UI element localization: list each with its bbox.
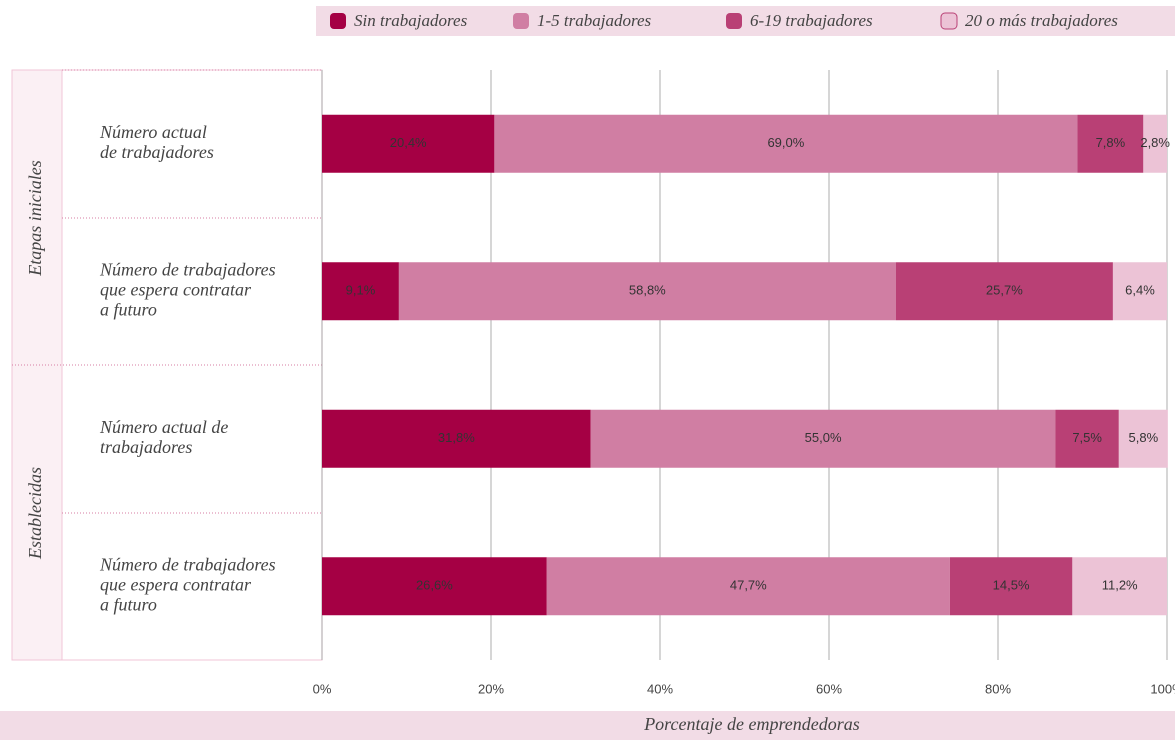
value-label: 20,4% [390,135,427,150]
y-tick-label: Número actual de trabajadores [99,417,228,457]
group-label: Establecidas [25,467,45,560]
value-label: 25,7% [986,283,1023,298]
bar-segment [322,262,399,321]
bar-segment [590,409,1056,468]
legend-label: 20 o más trabajadores [965,11,1118,30]
x-tick-label: 40% [647,681,673,696]
legend-swatch [513,13,529,29]
value-label: 11,2% [1102,578,1138,593]
legend-swatch [330,13,346,29]
bar-segment [949,557,1073,616]
bar-segment [322,409,591,468]
legend-label: Sin trabajadores [354,11,468,30]
bar-segment [322,557,547,616]
x-label-band [0,711,1175,740]
value-label: 69,0% [767,135,804,150]
bar-segment [546,557,950,616]
bar-segment [895,262,1113,321]
value-label: 47,7% [730,578,767,593]
x-tick-label: 100% [1150,681,1175,696]
bar-segment [1055,409,1119,468]
value-label: 2,8% [1140,135,1170,150]
bar-segment [1118,409,1168,468]
x-tick-label: 0% [313,681,332,696]
value-label: 5,8% [1129,430,1159,445]
value-label: 55,0% [805,430,842,445]
group-label: Etapas iniciales [25,160,45,277]
bar-segment [494,114,1078,173]
y-tick-label: Número actual de trabajadores [99,122,214,162]
value-label: 31,8% [438,430,475,445]
value-label: 6,4% [1125,283,1155,298]
legend-swatch [726,13,742,29]
value-label: 58,8% [629,283,666,298]
value-label: 7,8% [1096,135,1126,150]
y-tick-label: Número de trabajadores que espera contrat… [99,259,276,319]
y-tick-label: Número de trabajadores que espera contrat… [99,554,276,614]
value-label: 14,5% [993,578,1030,593]
bar-segment [1077,114,1144,173]
value-label: 7,5% [1072,430,1102,445]
x-tick-label: 20% [478,681,504,696]
x-tick-label: 60% [816,681,842,696]
x-tick-label: 80% [985,681,1011,696]
bar-segment [1143,114,1167,173]
bar-segment [398,262,896,321]
value-label: 9,1% [346,283,376,298]
legend-label: 6-19 trabajadores [750,11,873,30]
legend-swatch [940,12,958,30]
x-axis-label: Porcentaje de emprendedoras [643,714,860,734]
bar-segment [1072,557,1167,616]
legend-band [316,6,1175,36]
value-label: 26,6% [416,578,453,593]
legend-label: 1-5 trabajadores [537,11,652,30]
bar-segment [322,114,495,173]
bar-segment [1112,262,1167,321]
